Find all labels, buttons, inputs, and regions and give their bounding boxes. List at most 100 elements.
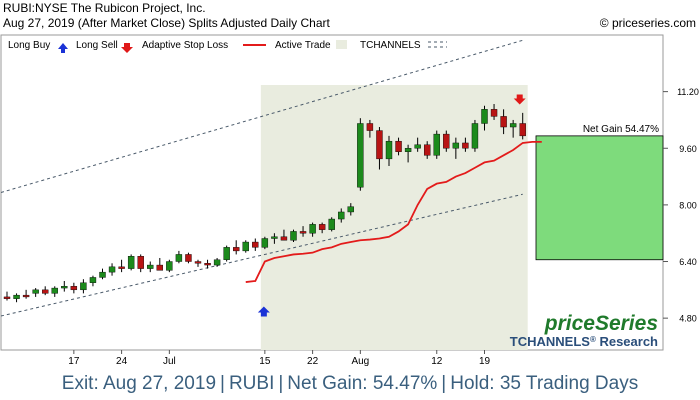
y-tick-label: 11.20 bbox=[677, 87, 699, 97]
footer-separator: | bbox=[220, 373, 225, 394]
legend-active-trade-label: Active Trade bbox=[275, 40, 331, 51]
candle-up bbox=[166, 261, 173, 271]
candle-down bbox=[232, 247, 240, 252]
net-gain-box bbox=[535, 135, 664, 261]
candle-up bbox=[404, 148, 412, 152]
candle-up bbox=[328, 218, 335, 230]
candle-up bbox=[32, 289, 39, 294]
trade-markers bbox=[257, 94, 526, 317]
legend-stop-loss-label: Adaptive Stop Loss bbox=[142, 40, 228, 51]
legend: Long Buy Long Sell Adaptive Stop Loss Ac… bbox=[8, 40, 447, 53]
x-tick-label: Jul bbox=[163, 356, 176, 367]
candle-down bbox=[3, 296, 11, 299]
x-axis: 17 24 Jul 15 22 Aug 12 19 bbox=[68, 350, 490, 367]
y-tick-label: 6.40 bbox=[679, 257, 697, 267]
candle-up bbox=[481, 109, 488, 124]
net-gain-label: Net Gain 54.47% bbox=[583, 124, 659, 135]
footer-hold: Hold: 35 Trading Days bbox=[450, 373, 639, 394]
footer-separator: | bbox=[278, 373, 284, 394]
candle-up bbox=[309, 224, 316, 234]
legend-tchannels-label: TCHANNELS bbox=[360, 40, 421, 51]
candle-up bbox=[61, 286, 68, 289]
candle-down bbox=[500, 116, 507, 128]
candle-up bbox=[213, 259, 221, 266]
y-axis: 11.20 9.60 8.00 6.40 4.80 bbox=[663, 87, 699, 324]
candle-down bbox=[137, 256, 144, 269]
candle-down bbox=[22, 294, 30, 298]
candle-down bbox=[424, 144, 431, 156]
tchannel-upper-line bbox=[0, 39, 523, 193]
candle-up bbox=[108, 266, 116, 273]
candle-down bbox=[519, 123, 526, 137]
candle-down bbox=[376, 130, 383, 160]
y-tick-label: 8.00 bbox=[679, 200, 697, 210]
candlestick-series bbox=[3, 104, 526, 303]
footer-exit: Exit: Aug 27, 2019 bbox=[61, 373, 217, 394]
candle-up bbox=[175, 254, 183, 262]
candle-down bbox=[443, 133, 450, 149]
candle-up bbox=[385, 140, 393, 160]
candle-down bbox=[118, 266, 125, 269]
long-sell-arrow-icon bbox=[121, 43, 133, 53]
candle-down bbox=[42, 289, 49, 294]
candle-up bbox=[271, 236, 278, 239]
candle-down bbox=[204, 263, 211, 266]
long-buy-arrow-icon bbox=[58, 43, 68, 53]
candle-up bbox=[414, 144, 421, 149]
candle-up bbox=[471, 123, 479, 149]
candle-up bbox=[509, 123, 517, 128]
candle-up bbox=[357, 123, 364, 188]
chart-title: RUBI:NYSE The Rubicon Project, Inc. bbox=[3, 1, 206, 15]
candle-down bbox=[185, 254, 192, 262]
candle-down bbox=[318, 224, 326, 230]
priceseries-logo: priceSeries bbox=[544, 312, 658, 335]
candle-up bbox=[99, 271, 106, 278]
footer-symbol: RUBI bbox=[228, 373, 275, 394]
footer-separator: | bbox=[441, 373, 447, 394]
x-tick-label: Aug bbox=[351, 356, 369, 367]
x-tick-label: 19 bbox=[479, 356, 491, 367]
candle-down bbox=[366, 123, 374, 131]
candle-up bbox=[147, 264, 154, 269]
candle-up bbox=[80, 282, 87, 291]
trade-summary-footer: Exit: Aug 27, 2019 | RUBI | Net Gain: 54.47%… bbox=[0, 373, 700, 395]
candle-down bbox=[252, 241, 259, 248]
y-tick-label: 4.80 bbox=[679, 314, 697, 324]
candle-down bbox=[299, 231, 307, 234]
candle-up bbox=[127, 256, 135, 269]
candle-up bbox=[51, 287, 58, 294]
y-tick-label: 9.60 bbox=[679, 144, 697, 154]
long-sell-marker-icon bbox=[513, 94, 526, 105]
candle-down bbox=[70, 286, 78, 291]
candle-up bbox=[13, 294, 20, 299]
candle-up bbox=[223, 247, 230, 260]
candle-up bbox=[290, 231, 297, 241]
x-tick-label: 12 bbox=[431, 356, 443, 367]
active-trade-region bbox=[260, 85, 528, 350]
footer-gain: Net Gain: 54.47% bbox=[287, 373, 438, 394]
chart-subtitle: Aug 27, 2019 (After Market Close) Splits… bbox=[3, 16, 330, 30]
legend-long-sell-label: Long Sell bbox=[76, 40, 118, 51]
active-trade-swatch bbox=[336, 40, 347, 49]
candle-up bbox=[89, 277, 97, 283]
x-tick-label: 17 bbox=[68, 356, 80, 367]
candle-down bbox=[156, 264, 164, 271]
candle-down bbox=[280, 236, 288, 241]
price-chart: Net Gain 54.47% 11.20 9.60 8.00 6.40 4.80 17… bbox=[0, 34, 699, 367]
tchannel-lower-line bbox=[0, 193, 523, 317]
x-tick-label: 15 bbox=[259, 356, 271, 367]
candle-up bbox=[347, 206, 354, 213]
source-credit: © priceseries.com bbox=[599, 16, 696, 30]
tchannels-research-brand: TCHANNELS® Research bbox=[510, 334, 658, 349]
candle-down bbox=[395, 140, 402, 152]
candle-down bbox=[194, 261, 202, 264]
x-tick-label: 24 bbox=[116, 356, 128, 367]
candle-down bbox=[490, 109, 498, 117]
legend-long-buy-label: Long Buy bbox=[8, 40, 50, 51]
candle-down bbox=[462, 142, 469, 149]
candle-up bbox=[452, 142, 460, 149]
x-tick-label: 22 bbox=[307, 356, 319, 367]
candle-up bbox=[338, 211, 345, 220]
long-buy-marker-icon bbox=[257, 306, 270, 317]
candle-up bbox=[242, 241, 249, 252]
